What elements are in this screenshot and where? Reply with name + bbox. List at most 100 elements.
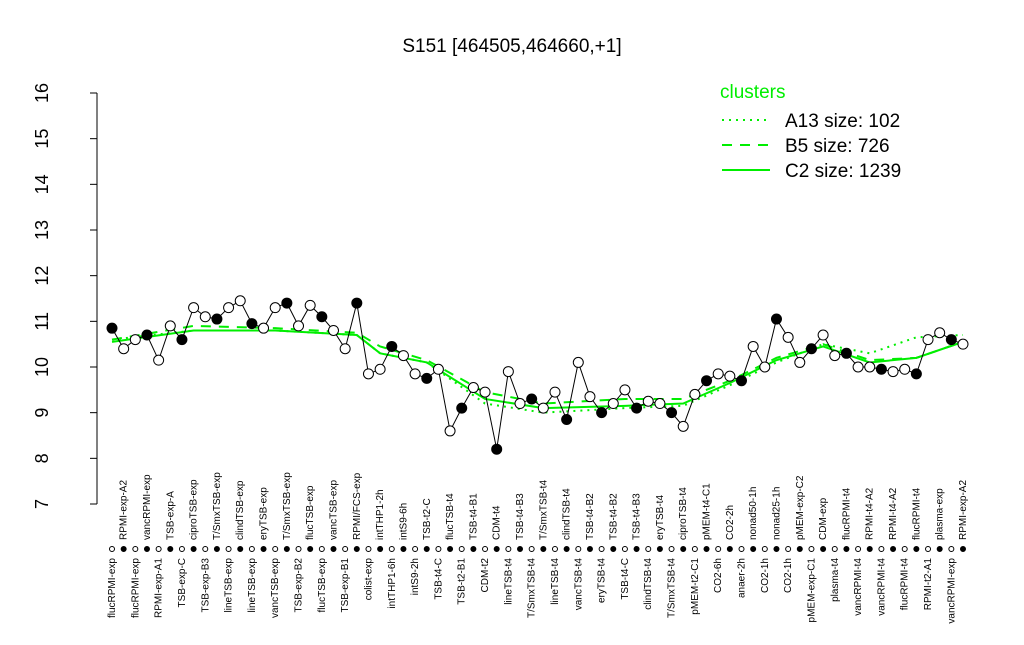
sample-label: pMEM-exp-C2 xyxy=(795,475,806,540)
rug-dot xyxy=(586,546,593,552)
data-point xyxy=(561,414,573,426)
rug-dot xyxy=(691,546,698,552)
sample-label: TSB-t4-B1 xyxy=(468,493,479,540)
rug-dot xyxy=(738,546,745,552)
rug-dot xyxy=(773,546,780,552)
data-point xyxy=(432,363,444,375)
sample-label: eryTSB-exp xyxy=(259,487,270,540)
sample-label: vancRPMI-t4 xyxy=(876,558,887,616)
rug-dot xyxy=(540,546,547,552)
data-point xyxy=(805,343,817,355)
data-point xyxy=(934,327,946,339)
rug-dot xyxy=(820,546,827,552)
data-point xyxy=(246,318,258,330)
sample-label: TSB-t4-C xyxy=(620,558,631,600)
data-point xyxy=(234,295,246,307)
rug-dot xyxy=(330,546,337,552)
rug-dot xyxy=(248,546,255,552)
data-point xyxy=(701,375,713,387)
rug-dot xyxy=(120,546,127,552)
data-point xyxy=(549,386,561,398)
y-tick-label: 14 xyxy=(32,174,52,194)
data-point xyxy=(759,361,771,373)
data-point xyxy=(910,368,922,380)
rug-dot xyxy=(680,546,687,552)
data-point xyxy=(106,322,118,334)
sample-label: TSB-t2-B1 xyxy=(457,558,468,605)
data-point xyxy=(689,388,701,400)
sample-label: lineTSB-t4 xyxy=(503,558,514,605)
data-point xyxy=(712,368,724,380)
rug-dot xyxy=(505,546,512,552)
data-point xyxy=(666,407,678,419)
sample-label: vancRPMI-exp xyxy=(142,474,153,540)
rug-dot xyxy=(855,546,862,552)
y-tick-label: 7 xyxy=(32,499,52,509)
rug-dot xyxy=(936,546,943,552)
data-point xyxy=(537,402,549,414)
rug-dot xyxy=(796,546,803,552)
sample-label: CO2-1h xyxy=(760,558,771,593)
rug-dot xyxy=(132,546,139,552)
sample-label: T/SmxTSB-exp xyxy=(212,472,223,540)
data-point xyxy=(875,363,887,375)
data-point xyxy=(584,391,596,403)
sample-label: plasma-t4 xyxy=(830,558,841,602)
data-point xyxy=(409,368,421,380)
sample-label: eryTSB-t4 xyxy=(597,558,608,603)
sample-label: TSB-t4-C xyxy=(433,558,444,600)
rug-dot xyxy=(866,546,873,552)
data-point xyxy=(479,386,491,398)
sample-label: TSB-t4-B3 xyxy=(515,493,526,540)
sample-label: flucRPMI-t4 xyxy=(900,558,911,611)
legend-title: clusters xyxy=(720,82,785,103)
data-point xyxy=(397,350,409,362)
rug-dot xyxy=(621,546,628,552)
data-point xyxy=(596,407,608,419)
data-point xyxy=(339,343,351,355)
y-tick-label: 10 xyxy=(32,357,52,377)
sample-label: vancTSB-t4 xyxy=(573,558,584,611)
data-point xyxy=(677,420,689,432)
rug-dot xyxy=(925,546,932,552)
sample-label: pMEM-exp-C1 xyxy=(806,558,817,623)
sample-label: TSB-t4-B2 xyxy=(608,493,619,540)
rug-dot xyxy=(913,546,920,552)
rug-dot xyxy=(307,546,314,552)
sample-label: CO2-6h xyxy=(713,558,724,593)
sample-label: RPMI-t4-A2 xyxy=(888,487,899,540)
sample-label: RPMI-exp-A1 xyxy=(154,558,165,618)
sample-label: intTHP1-6h xyxy=(387,558,398,609)
sample-label: flucRPMI-exp xyxy=(130,558,141,618)
sample-label: flucTSB-exp xyxy=(317,558,328,613)
sample-label: flucRPMI-t4 xyxy=(841,487,852,540)
data-point xyxy=(864,361,876,373)
data-point xyxy=(456,402,468,414)
y-tick-label: 8 xyxy=(32,453,52,463)
sample-label: TSB-t4-B2 xyxy=(585,493,596,540)
sample-label: eryTSB-t4 xyxy=(655,495,666,540)
legend-label: B5 size: 726 xyxy=(785,136,890,157)
data-point xyxy=(514,398,526,410)
y-tick-label: 15 xyxy=(32,129,52,149)
sample-label: anaer-2h xyxy=(737,558,748,598)
sample-label: colist-exp xyxy=(363,558,374,601)
sample-label: lineTSB-t4 xyxy=(550,558,561,605)
data-point xyxy=(607,398,619,410)
data-point xyxy=(316,311,328,323)
rug-dot xyxy=(610,546,617,552)
sample-label: vancTSB-exp xyxy=(270,558,281,618)
rug-dot xyxy=(703,546,710,552)
data-point xyxy=(293,320,305,332)
y-tick-label: 16 xyxy=(32,83,52,103)
data-point xyxy=(118,343,130,355)
data-point xyxy=(957,338,969,350)
sample-label: TSB-exp-B3 xyxy=(200,558,211,613)
rug-dot xyxy=(225,546,232,552)
sample-label: TSB-t4-B3 xyxy=(632,493,643,540)
rug-dot xyxy=(342,546,349,552)
data-point xyxy=(747,340,759,352)
sample-label: lineTSB-exp xyxy=(247,558,258,613)
data-point xyxy=(770,313,782,325)
data-point xyxy=(223,302,235,314)
